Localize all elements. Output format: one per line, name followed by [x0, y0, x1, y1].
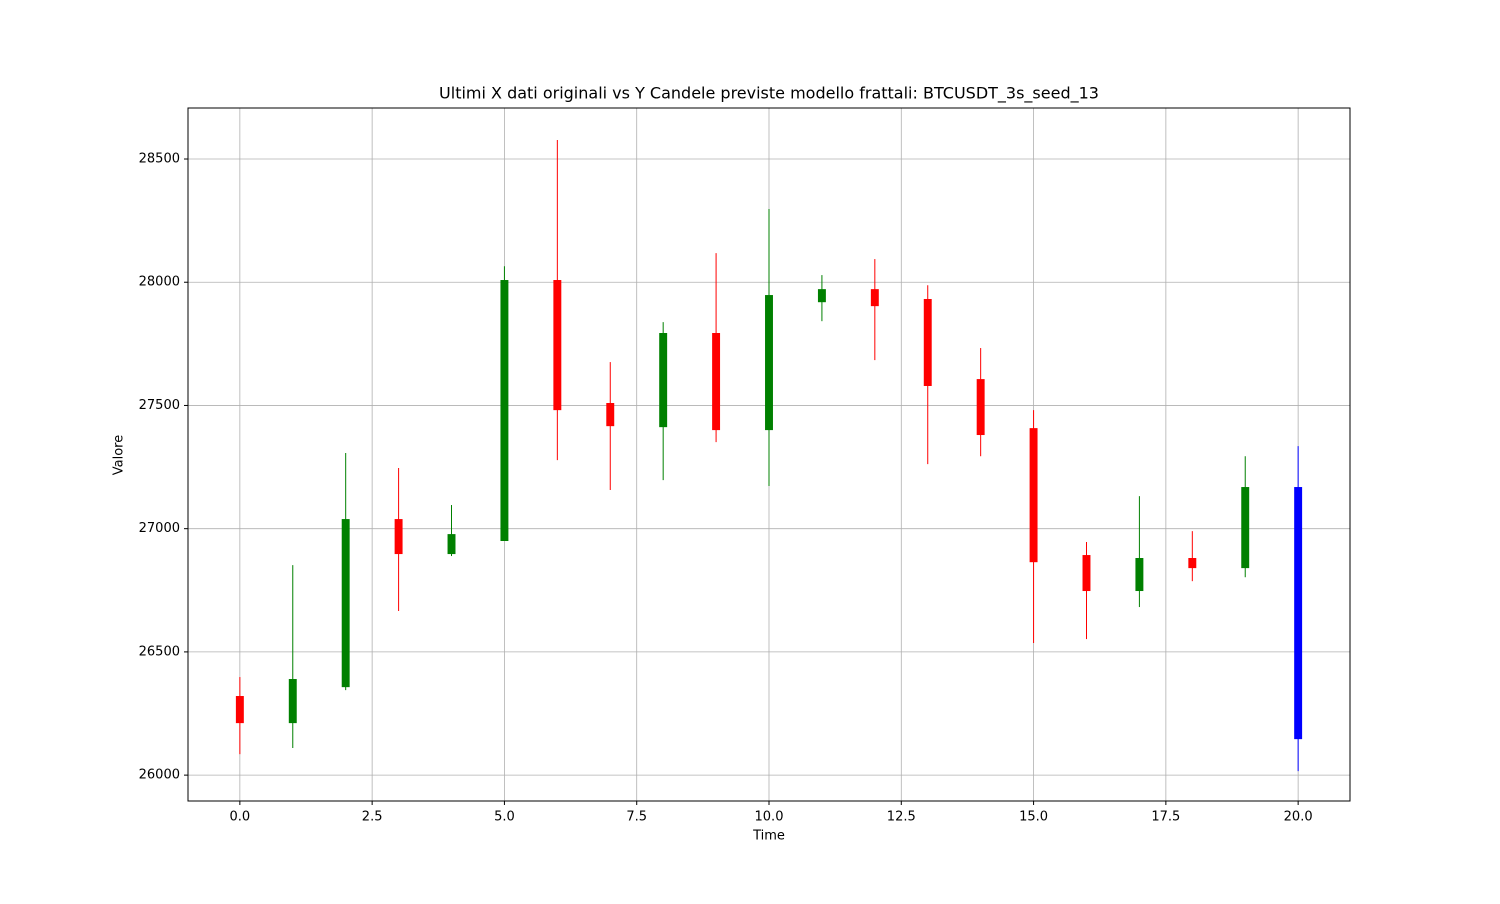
x-tick-label: 17.5 — [1151, 810, 1180, 825]
candle-body — [235, 696, 244, 724]
candle-body — [1188, 558, 1197, 569]
y-tick-label: 28500 — [139, 152, 180, 167]
x-tick-label: 10.0 — [755, 810, 784, 825]
candle-body — [923, 298, 932, 386]
y-tick-label: 27500 — [139, 398, 180, 413]
candle-body — [553, 280, 562, 411]
candle-body — [606, 402, 615, 427]
candle-body — [976, 379, 985, 436]
x-axis-label: Time — [752, 829, 785, 844]
candle-body — [500, 280, 509, 542]
plot-frame — [187, 107, 1351, 802]
x-tick-label: 5.0 — [494, 810, 515, 825]
candle-body — [1135, 558, 1144, 592]
y-tick-label: 28000 — [139, 275, 180, 290]
candle-body — [870, 289, 879, 307]
y-tick-label: 26000 — [139, 768, 180, 783]
x-tick-label: 0.0 — [230, 810, 251, 825]
candle-body — [341, 519, 350, 688]
candle-body — [447, 534, 456, 555]
candle-body — [1029, 428, 1038, 563]
candle-body — [394, 519, 403, 555]
candle-body — [1294, 487, 1303, 740]
candle-body — [659, 333, 668, 428]
y-tick-label: 26500 — [139, 644, 180, 659]
x-tick-label: 2.5 — [362, 810, 383, 825]
candle-body — [288, 679, 297, 724]
candle-body — [765, 295, 773, 431]
x-tick-label: 15.0 — [1019, 810, 1048, 825]
chart-title: Ultimi X dati originali vs Y Candele pre… — [439, 84, 1099, 104]
x-tick-label: 12.5 — [887, 810, 916, 825]
x-tick-label: 20.0 — [1284, 810, 1313, 825]
candle-body — [817, 289, 826, 303]
candle-body — [1082, 555, 1091, 592]
x-tick-label: 7.5 — [626, 810, 647, 825]
candle-body — [1241, 487, 1250, 569]
y-axis-label: Valore — [112, 435, 127, 475]
candle-body — [712, 333, 721, 431]
y-tick-label: 27000 — [139, 521, 180, 536]
